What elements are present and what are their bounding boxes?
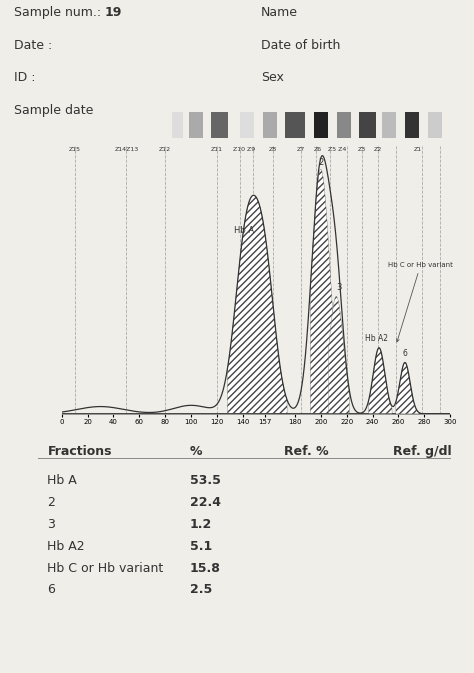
Text: Z2: Z2 — [374, 147, 382, 152]
Text: Z5 Z4: Z5 Z4 — [328, 147, 347, 152]
Bar — [240, 112, 254, 138]
Text: Z11: Z11 — [211, 147, 223, 152]
Text: Name: Name — [261, 6, 298, 19]
Text: Z1: Z1 — [414, 147, 422, 152]
Text: Z12: Z12 — [159, 147, 171, 152]
Text: Sample num.:: Sample num.: — [14, 6, 101, 19]
Text: Z10 Z9: Z10 Z9 — [233, 147, 255, 152]
Bar — [382, 112, 396, 138]
Text: Z7: Z7 — [297, 147, 305, 152]
Text: Z8: Z8 — [269, 147, 277, 152]
Text: Hb A: Hb A — [47, 474, 77, 487]
Text: Z3: Z3 — [358, 147, 366, 152]
Text: 53.5: 53.5 — [190, 474, 220, 487]
Text: 6: 6 — [402, 349, 407, 357]
Bar — [337, 112, 351, 138]
Text: Hb C or Hb variant: Hb C or Hb variant — [47, 563, 164, 575]
Text: Sex: Sex — [261, 71, 283, 85]
Text: Z14Z13: Z14Z13 — [114, 147, 138, 152]
Text: Hb C or Hb variant: Hb C or Hb variant — [388, 262, 453, 342]
Text: ID :: ID : — [14, 71, 36, 85]
Bar — [172, 112, 183, 138]
Bar — [359, 112, 376, 138]
Text: Hb A: Hb A — [234, 226, 255, 236]
Bar — [405, 112, 419, 138]
Text: 3: 3 — [47, 518, 55, 531]
Text: Date :: Date : — [14, 39, 53, 52]
Text: 3: 3 — [336, 283, 342, 291]
Bar — [428, 112, 442, 138]
Text: Ref. g/dl: Ref. g/dl — [393, 445, 452, 458]
Text: Hb A2: Hb A2 — [47, 540, 85, 553]
Text: Ref. %: Ref. % — [284, 445, 329, 458]
Text: 22.4: 22.4 — [190, 496, 220, 509]
Text: 19: 19 — [104, 6, 122, 19]
Text: %: % — [190, 445, 202, 458]
Bar — [314, 112, 328, 138]
Text: 15.8: 15.8 — [190, 563, 220, 575]
Text: 2.5: 2.5 — [190, 583, 212, 596]
Bar — [189, 112, 203, 138]
Text: 5.1: 5.1 — [190, 540, 212, 553]
Text: 1.2: 1.2 — [190, 518, 212, 531]
Text: 2: 2 — [47, 496, 55, 509]
Text: Z6: Z6 — [314, 147, 322, 152]
Bar — [211, 112, 228, 138]
Bar — [285, 112, 305, 138]
Bar — [263, 112, 277, 138]
Text: Hb A2: Hb A2 — [365, 334, 388, 343]
Text: 2: 2 — [318, 157, 323, 167]
Text: Sample date: Sample date — [14, 104, 93, 117]
Text: Z15: Z15 — [69, 147, 81, 152]
Text: Date of birth: Date of birth — [261, 39, 340, 52]
Text: 6: 6 — [47, 583, 55, 596]
Text: Fractions: Fractions — [47, 445, 112, 458]
